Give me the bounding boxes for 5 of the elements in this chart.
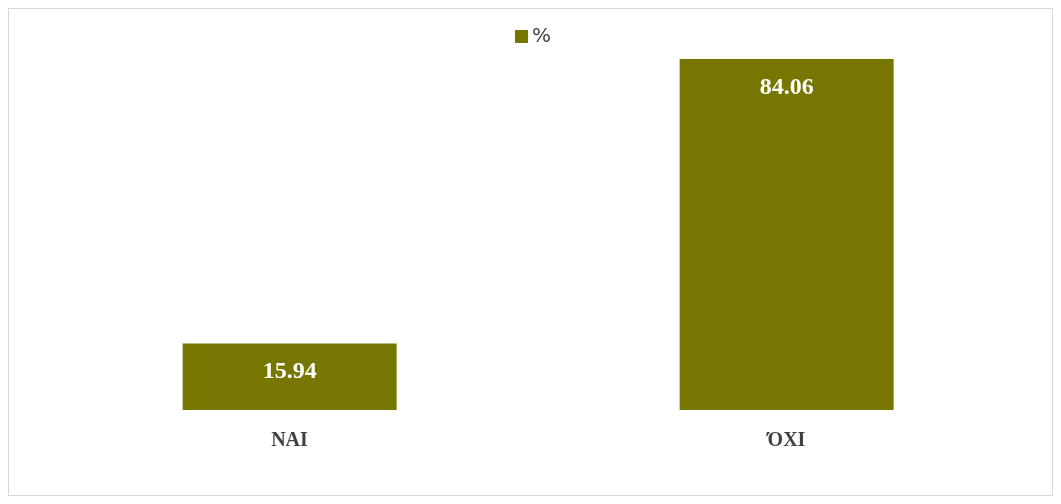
x-tick-label: NAI (271, 428, 309, 451)
data-label: 15.94 (262, 357, 317, 384)
x-tick-label: ΌΧΙ (765, 428, 806, 451)
data-label: 84.06 (759, 73, 814, 100)
legend-label: % (531, 23, 551, 47)
